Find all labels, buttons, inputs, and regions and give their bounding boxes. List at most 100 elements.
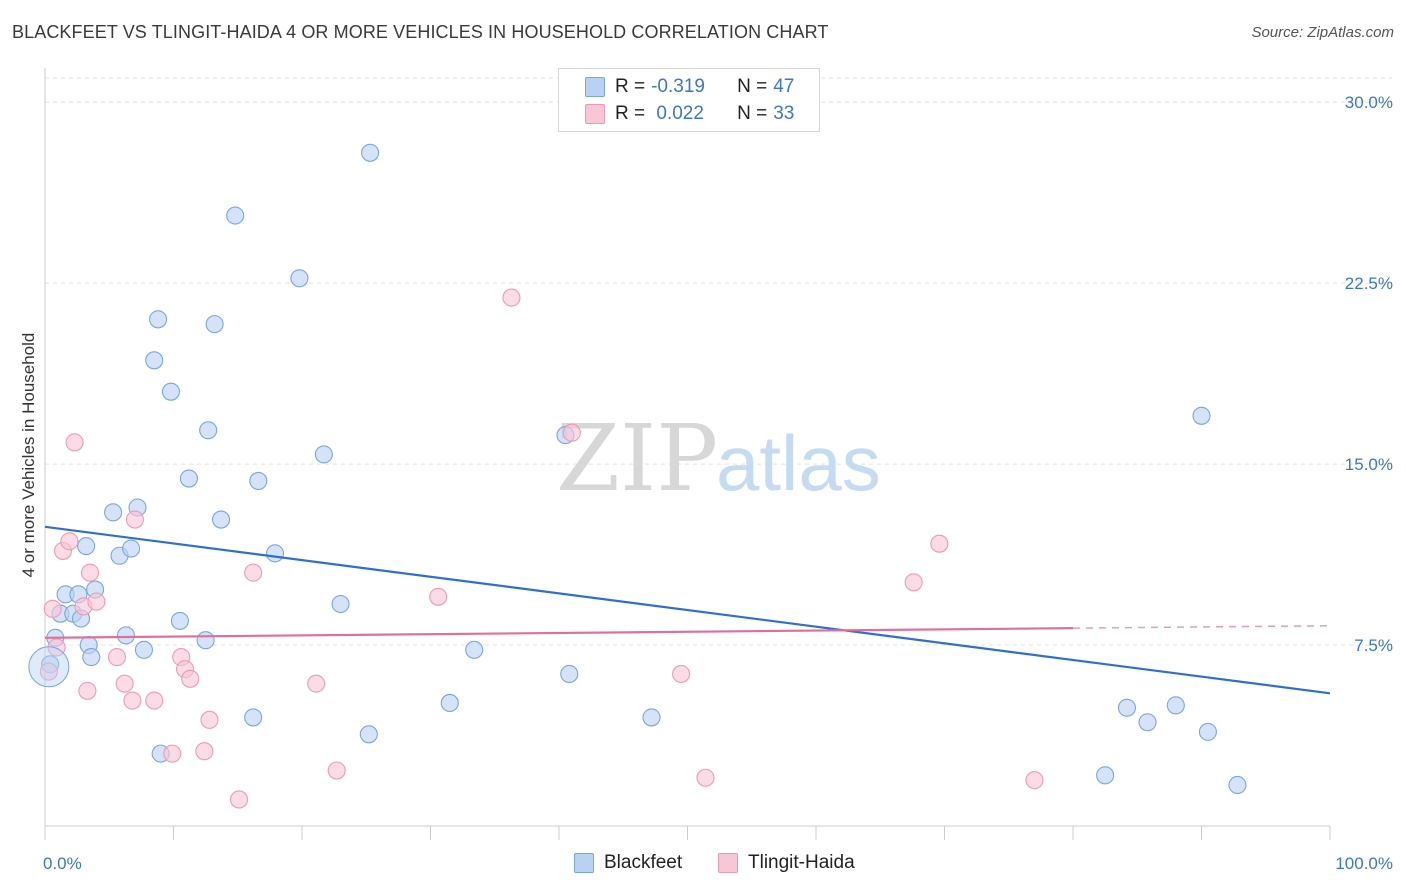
blackfeet-point xyxy=(359,725,378,744)
tlingit-haida-point xyxy=(87,592,106,611)
axes xyxy=(44,68,1331,840)
tlingit-haida-point xyxy=(200,710,219,729)
legend-swatch-blackfeet xyxy=(574,853,594,873)
tlingit-haida-point xyxy=(65,433,84,452)
legend-swatch-tlingit xyxy=(585,104,605,124)
tlingit-haida-point xyxy=(115,674,134,693)
watermark: ZIP atlas xyxy=(556,405,881,512)
x-tick-label: 0.0% xyxy=(43,854,82,873)
blackfeet-point xyxy=(161,382,180,401)
legend-row-blackfeet: R = -0.319 N = 47 xyxy=(585,74,794,100)
tlingit-haida-point xyxy=(181,669,200,688)
x-tick-label: 100.0% xyxy=(1335,854,1393,873)
blackfeet-point xyxy=(134,640,153,659)
blackfeet-point xyxy=(1096,766,1115,785)
tlingit-haida-point xyxy=(244,563,263,582)
y-tick-label: 7.5% xyxy=(1354,636,1393,655)
blackfeet-point xyxy=(1228,775,1247,795)
blackfeet-point xyxy=(361,143,380,162)
legend-r-label: R = xyxy=(615,76,646,97)
blackfeet-point xyxy=(116,626,136,645)
blackfeet-point xyxy=(211,510,231,529)
legend-n-value: 33 xyxy=(773,103,795,124)
legend-item-blackfeet: Blackfeet xyxy=(574,852,682,874)
legend-row-tlingit: R = 0.022 N = 33 xyxy=(585,101,794,127)
y-tick-label: 22.5% xyxy=(1345,274,1393,293)
blackfeet-point xyxy=(560,664,579,684)
tlingit-haida-point xyxy=(80,563,100,582)
watermark-zip: ZIP xyxy=(556,405,718,512)
legend-r-value: -0.319 xyxy=(651,76,705,97)
blackfeet-point xyxy=(170,611,189,630)
blackfeet-point xyxy=(244,708,263,727)
tlingit-haida-point xyxy=(43,599,62,618)
chart-title: BLACKFEET VS TLINGIT-HAIDA 4 OR MORE VEH… xyxy=(12,22,829,42)
stats-legend: R = -0.319 N = 47 R = 0.022 N = 33 xyxy=(558,68,820,132)
tlingit-haida-point xyxy=(562,423,581,442)
blackfeet-point xyxy=(440,693,459,712)
blackfeet-point xyxy=(149,310,168,329)
tlingit-haida-point xyxy=(307,674,326,693)
blackfeet-point xyxy=(331,594,350,614)
blackfeet-point xyxy=(205,315,224,334)
tlingit-haida-point xyxy=(107,648,127,667)
series-legend: Blackfeet Tlingit-Haida xyxy=(0,852,1406,878)
tlingit-haida-point xyxy=(47,638,66,657)
legend-label-blackfeet: Blackfeet xyxy=(604,852,683,873)
tlingit-haida-point xyxy=(163,744,182,763)
tlingit-haida-point xyxy=(696,768,715,787)
source-label: Source: ZipAtlas.com xyxy=(1251,24,1394,41)
tlingit-haida-point xyxy=(195,742,214,761)
legend-swatch-blackfeet xyxy=(585,77,605,97)
tlingit-haida-point xyxy=(60,532,79,551)
legend-n-label: N = xyxy=(737,103,768,124)
trend-lines xyxy=(44,525,1331,695)
blackfeet-point xyxy=(1138,713,1157,732)
tlingit-haida-point xyxy=(123,691,142,710)
legend-r-value: 0.022 xyxy=(651,103,704,124)
y-axis-label: 4 or more Vehicles in Household xyxy=(19,333,38,578)
legend-label-tlingit: Tlingit-Haida xyxy=(748,852,855,873)
blackfeet-point xyxy=(642,708,661,727)
tlingit-haida-point xyxy=(672,664,691,684)
blackfeet-trend-line xyxy=(44,525,1331,695)
tlingit-haida-point xyxy=(125,510,144,529)
tlingit-haida-point xyxy=(229,790,249,809)
tlingit-haida-point xyxy=(145,691,164,710)
blackfeet-point xyxy=(465,640,484,659)
legend-n-value: 47 xyxy=(773,76,795,97)
blackfeet-point xyxy=(199,421,218,440)
legend-item-tlingit: Tlingit-Haida xyxy=(718,852,855,874)
tlingit-haida-point xyxy=(904,573,923,592)
blackfeet-point xyxy=(290,269,309,288)
blackfeet-point xyxy=(28,646,70,688)
tlingit-haida-point xyxy=(502,288,521,307)
y-tick-label: 15.0% xyxy=(1345,455,1393,474)
tlingit-haida-point xyxy=(1025,771,1044,790)
blackfeet-point xyxy=(1192,406,1211,425)
legend-swatch-tlingit xyxy=(718,853,738,873)
tick-labels: 7.5% 15.0% 22.5% 30.0% 0.0% 100.0% xyxy=(43,93,1393,873)
tlingit-haida-point xyxy=(78,681,97,700)
blackfeet-point xyxy=(314,445,333,464)
tlingit-haida-point xyxy=(429,587,448,606)
blackfeet-point xyxy=(196,631,215,650)
blackfeet-point xyxy=(104,503,123,522)
blackfeet-point xyxy=(77,537,96,556)
watermark-atlas: atlas xyxy=(716,419,881,507)
legend-r-label: R = xyxy=(615,103,646,124)
blackfeet-point xyxy=(1166,696,1185,715)
blackfeet-point xyxy=(1198,722,1217,741)
tlingit-haida-point xyxy=(39,662,58,681)
blackfeet-point xyxy=(226,206,245,225)
tlingit-haida-point xyxy=(327,761,346,780)
blackfeet-point xyxy=(265,544,285,563)
blackfeet-point xyxy=(122,539,141,558)
blackfeet-point xyxy=(145,351,164,370)
tlingit-haida-point xyxy=(930,534,949,553)
tlingit-haida-trend-extension xyxy=(1072,624,1331,629)
legend-n-label: N = xyxy=(737,76,768,97)
blackfeet-point xyxy=(249,471,268,491)
blackfeet-point xyxy=(82,648,101,667)
